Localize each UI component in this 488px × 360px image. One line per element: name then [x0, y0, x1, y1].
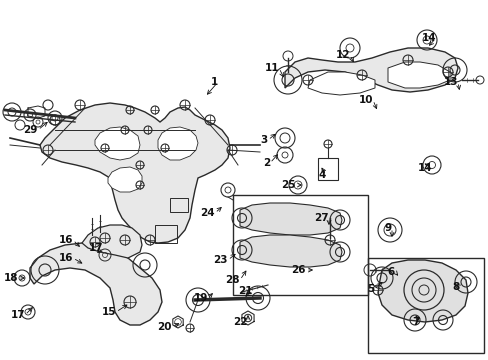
Text: 23: 23 — [213, 255, 227, 265]
Text: 15: 15 — [102, 307, 116, 317]
Text: 13: 13 — [443, 77, 457, 87]
Text: 24: 24 — [200, 208, 215, 218]
Text: 1: 1 — [210, 77, 218, 87]
Text: 12: 12 — [335, 50, 349, 60]
Polygon shape — [240, 235, 341, 267]
Text: 3: 3 — [260, 135, 267, 145]
Text: 14: 14 — [421, 33, 435, 43]
Text: 26: 26 — [291, 265, 305, 275]
Text: 2: 2 — [262, 158, 269, 168]
Text: 4: 4 — [318, 170, 325, 180]
Bar — [170, 198, 187, 212]
Text: 25: 25 — [281, 180, 295, 190]
Text: 6: 6 — [387, 267, 394, 277]
Polygon shape — [285, 48, 457, 92]
Bar — [367, 258, 483, 353]
Text: 14: 14 — [417, 163, 431, 173]
Polygon shape — [40, 103, 229, 243]
Text: 16: 16 — [59, 235, 73, 245]
Text: 21: 21 — [238, 286, 252, 296]
Bar — [155, 225, 177, 243]
Polygon shape — [82, 225, 142, 258]
Text: 28: 28 — [225, 275, 240, 285]
Polygon shape — [95, 127, 140, 160]
Text: 29: 29 — [23, 125, 38, 135]
Polygon shape — [377, 260, 467, 322]
Bar — [317, 158, 337, 180]
Polygon shape — [158, 127, 198, 160]
Text: 16: 16 — [59, 253, 73, 263]
Text: 19: 19 — [193, 293, 207, 303]
Text: 17: 17 — [10, 310, 25, 320]
Text: 22: 22 — [233, 317, 247, 327]
Bar — [232, 195, 367, 295]
Text: 18: 18 — [3, 273, 18, 283]
Text: 17: 17 — [88, 243, 103, 253]
Polygon shape — [387, 62, 449, 88]
Polygon shape — [30, 243, 162, 325]
Text: 9: 9 — [384, 223, 391, 233]
Text: 7: 7 — [412, 317, 419, 327]
Text: 11: 11 — [264, 63, 279, 73]
Text: 8: 8 — [452, 282, 459, 292]
Text: 5: 5 — [366, 284, 373, 294]
Text: 27: 27 — [314, 213, 328, 223]
Polygon shape — [108, 167, 142, 192]
Text: 20: 20 — [157, 322, 172, 332]
Polygon shape — [240, 203, 341, 235]
Polygon shape — [307, 72, 374, 95]
Text: 10: 10 — [358, 95, 372, 105]
